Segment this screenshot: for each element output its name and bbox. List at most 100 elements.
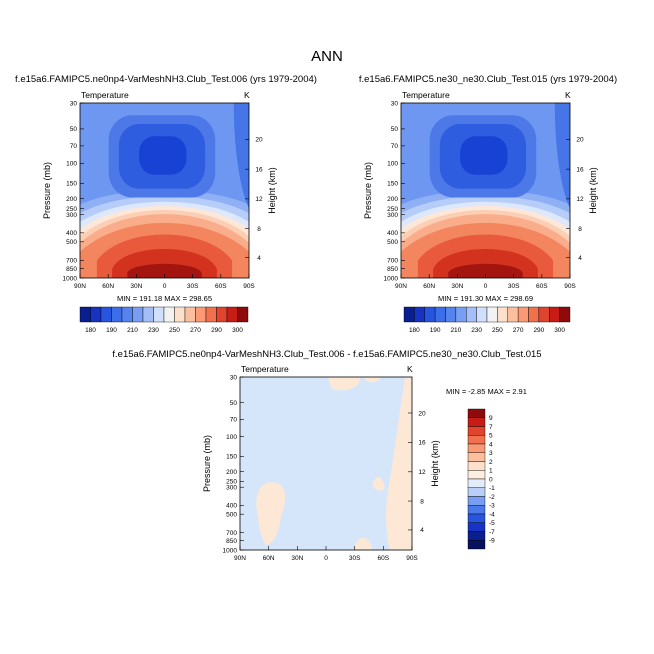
x-tick-label: 60N: [102, 283, 114, 290]
colorbar-label: 270: [190, 327, 201, 334]
colorbar-swatch: [403, 306, 415, 323]
colorbar-label: 300: [232, 327, 243, 334]
warm-anomaly: [363, 377, 382, 383]
y-tick-label: 400: [387, 230, 398, 237]
y-tick-label: 300: [66, 212, 77, 219]
colorbar-swatch: [528, 306, 540, 323]
y-tick-label: 150: [226, 454, 237, 461]
x-tick-label: 30S: [508, 283, 520, 290]
colorbar-swatch: [79, 306, 91, 323]
colorbar-label: 210: [127, 327, 138, 334]
panel-1: f.e15a6.FAMIPC5.ne0np4-VarMeshNH3.Club_T…: [15, 74, 317, 334]
temperature-band: [127, 263, 202, 278]
colorbar-swatch: [424, 306, 436, 323]
y-tick-label: 70: [70, 143, 78, 150]
colorbar-label: 190: [106, 327, 117, 334]
y-tick-label: 1000: [63, 275, 78, 282]
x-tick-label: 0: [163, 283, 167, 290]
y-axis-label: Pressure (mb): [202, 435, 212, 492]
y-tick-label: 100: [226, 434, 237, 441]
colorbar-label: 2: [489, 459, 493, 466]
colorbar-swatch: [549, 306, 560, 323]
colorbar-swatch: [414, 306, 425, 323]
colorbar-swatch: [467, 540, 486, 550]
y2-tick-label: 16: [576, 166, 584, 173]
colorbar-swatch: [445, 306, 457, 323]
colorbar-swatch: [467, 478, 486, 488]
y2-tick-label: 20: [576, 137, 584, 144]
x-tick-label: 90S: [564, 283, 576, 290]
y-tick-label: 250: [226, 479, 237, 486]
x-tick-label: 30N: [130, 283, 142, 290]
y2-tick-label: 4: [420, 527, 424, 534]
colorbar-label: 9: [489, 415, 493, 422]
y-tick-label: 30: [70, 100, 78, 107]
y-tick-label: 200: [387, 196, 398, 203]
x-tick-label: 90N: [395, 283, 407, 290]
polar-cold-strip: [554, 103, 570, 208]
colorbar-label: 180: [409, 327, 420, 334]
y-tick-label: 400: [66, 230, 77, 237]
colorbar-swatch: [100, 306, 112, 323]
colorbar-swatch: [466, 306, 477, 323]
y-tick-label: 850: [226, 538, 237, 545]
colorbar-swatch: [517, 306, 529, 323]
y-tick-label: 100: [387, 161, 398, 168]
colorbar-swatch: [467, 496, 486, 506]
warm-anomaly: [327, 377, 361, 391]
y-tick-label: 50: [70, 126, 78, 133]
y2-tick-label: 8: [420, 498, 424, 505]
warm-anomaly: [386, 377, 412, 550]
colorbar-label: -2: [489, 494, 495, 501]
y2-tick-label: 16: [418, 440, 426, 447]
x-tick-label: 90N: [74, 283, 86, 290]
warm-anomaly: [372, 477, 385, 491]
colorbar-label: 1: [489, 468, 493, 475]
y2-tick-label: 4: [578, 255, 582, 262]
temperature-band: [448, 263, 523, 278]
colorbar-swatch: [467, 426, 486, 436]
x-tick-label: 90N: [234, 555, 246, 562]
x-tick-label: 0: [484, 283, 488, 290]
colorbar-swatch: [507, 306, 519, 323]
warm-anomaly: [353, 537, 373, 550]
colorbar-swatch: [467, 505, 486, 515]
units-label: K: [244, 90, 250, 100]
x-tick-label: 30N: [291, 555, 303, 562]
colorbar-label: -3: [489, 503, 495, 510]
colorbar-label: 0: [489, 476, 493, 483]
y-tick-label: 200: [66, 196, 77, 203]
y-tick-label: 150: [387, 181, 398, 188]
colorbar-label: 230: [148, 327, 159, 334]
y-tick-label: 500: [387, 239, 398, 246]
colorbar-swatch: [486, 306, 498, 323]
figure-title: ANN: [311, 48, 343, 65]
colorbar-label: -7: [489, 529, 495, 536]
y2-axis-label: Height (km): [430, 440, 440, 487]
x-tick-label: 90S: [243, 283, 255, 290]
colorbar-swatch: [111, 306, 123, 323]
warm-anomaly: [256, 482, 286, 545]
y2-tick-label: 20: [418, 410, 426, 417]
y-tick-label: 1000: [384, 275, 399, 282]
x-tick-label: 60N: [263, 555, 275, 562]
polar-cold-strip: [233, 103, 249, 208]
y-tick-label: 70: [230, 417, 238, 424]
colorbar-label: 190: [430, 327, 441, 334]
colorbar-label: 250: [169, 327, 180, 334]
colorbar-swatch: [476, 306, 488, 323]
colorbar-swatch: [184, 306, 196, 323]
colorbar-swatch: [467, 470, 486, 480]
y-tick-label: 300: [387, 212, 398, 219]
x-tick-label: 0: [324, 555, 328, 562]
y2-tick-label: 8: [578, 226, 582, 233]
colorbar-swatch: [121, 306, 133, 323]
x-tick-label: 60S: [536, 283, 548, 290]
variable-label: Temperature: [402, 90, 450, 100]
min-max-label: MIN = -2.85 MAX = 2.91: [446, 387, 527, 396]
colorbar-label: 270: [513, 327, 524, 334]
colorbar-swatch: [467, 408, 486, 418]
colorbar-label: -1: [489, 485, 495, 492]
y2-tick-label: 4: [257, 255, 261, 262]
